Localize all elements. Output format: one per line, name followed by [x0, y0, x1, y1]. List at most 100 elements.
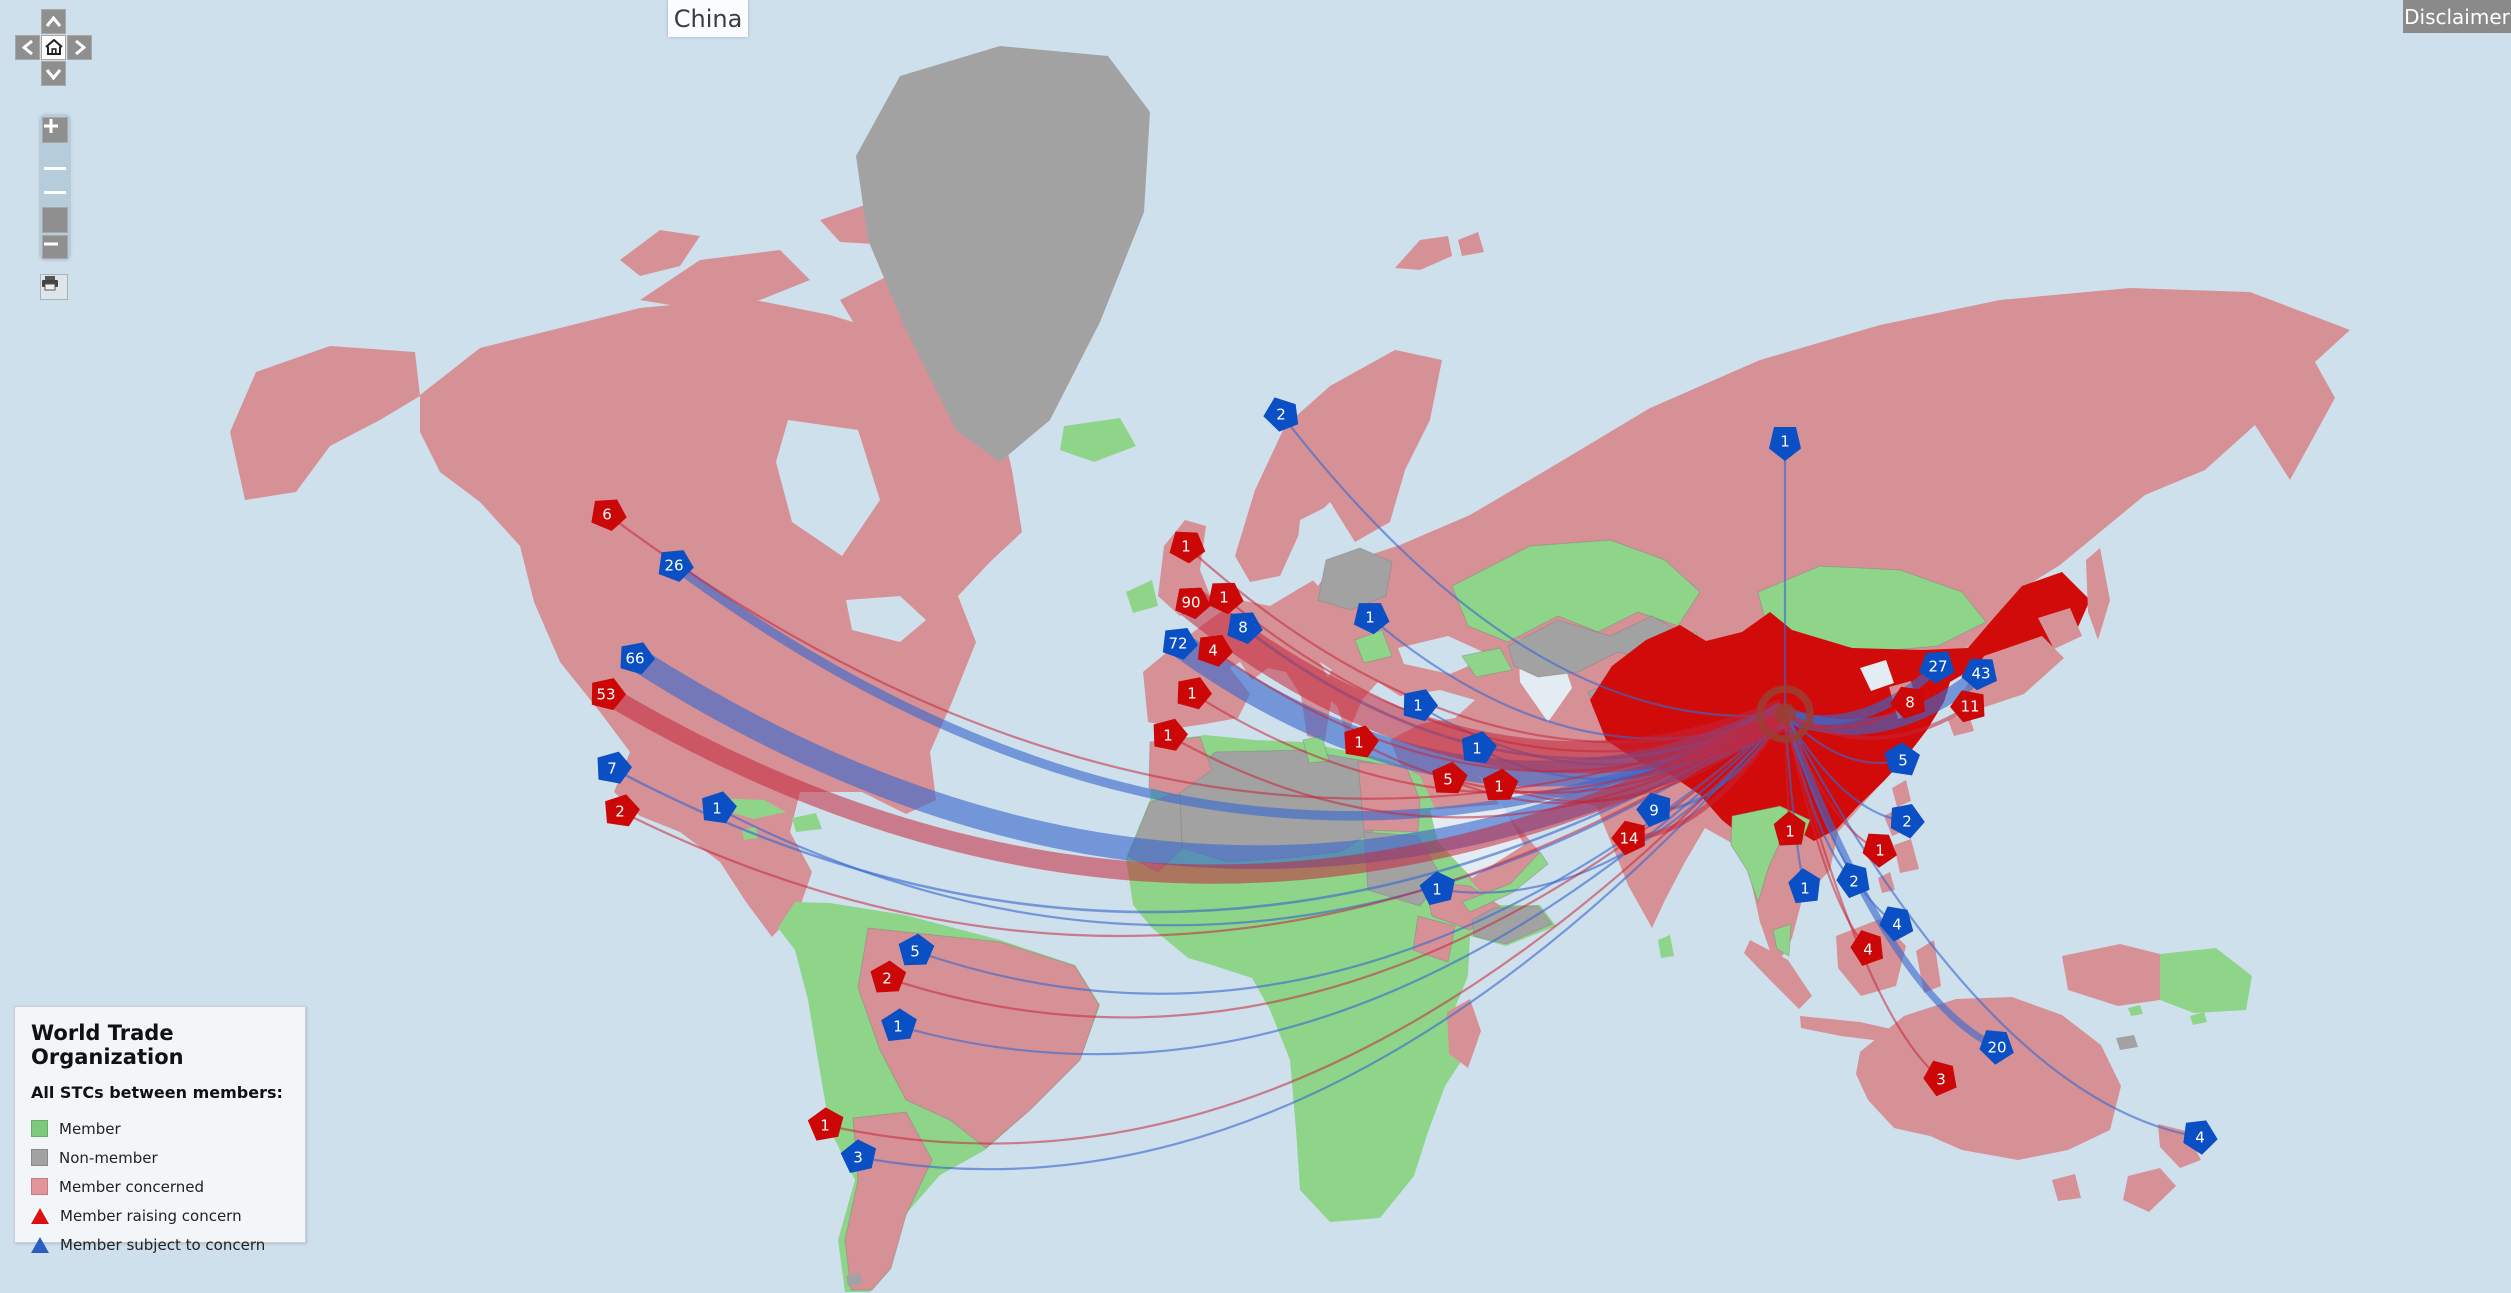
marker-pentagon-icon: [1611, 820, 1645, 856]
region-caucasus: [1461, 647, 1513, 678]
region-taiwan: [1892, 780, 1911, 807]
region-kazakhstan: [1451, 539, 1701, 643]
flow-line: [1358, 713, 1786, 794]
zoom-out-button[interactable]: [42, 235, 68, 259]
flow-line: [671, 561, 1787, 821]
marker-pentagon-icon: [1961, 658, 1997, 691]
marker-pentagon-icon: [1344, 725, 1379, 758]
marker-raising-concern[interactable]: 1: [1177, 677, 1212, 710]
marker-raising-concern[interactable]: 1: [1153, 718, 1188, 751]
region-svalbard: [1395, 236, 1452, 270]
home-button[interactable]: [41, 35, 66, 60]
marker-subject-to-concern[interactable]: 1: [1769, 427, 1801, 461]
marker-subject-to-concern[interactable]: 4: [2175, 1112, 2222, 1159]
marker-pentagon-icon: [658, 550, 694, 582]
flow-line: [1180, 589, 1792, 774]
marker-pentagon-icon: [1918, 651, 1955, 684]
legend-item-member-concerned: Member concerned: [31, 1172, 289, 1201]
printer-icon: [42, 276, 58, 291]
marker-pentagon-icon: [1950, 690, 1985, 723]
marker-pentagon-icon: [1923, 1060, 1957, 1097]
legend-item-member: Member: [31, 1114, 289, 1143]
marker-pentagon-icon: [1162, 627, 1198, 660]
pan-left-button[interactable]: [15, 35, 40, 60]
flow-line: [824, 713, 1786, 1145]
print-button[interactable]: [40, 274, 68, 300]
flow-line: [1212, 649, 1786, 773]
zoom-control: [37, 112, 73, 263]
marker-raising-concern[interactable]: 1: [806, 1102, 850, 1145]
marker-pentagon-icon: [1836, 862, 1870, 899]
region-iceland: [1060, 418, 1136, 462]
pan-down-button[interactable]: [41, 61, 66, 86]
island-new-caledonia: [2116, 1035, 2138, 1050]
marker-pentagon-icon: [1890, 686, 1925, 719]
marker-subject-to-concern[interactable]: 5: [897, 930, 938, 970]
legend-item-subject-to-concern: Member subject to concern: [31, 1230, 289, 1259]
target-center-dot: [1774, 703, 1796, 725]
hovered-country-label: China: [668, 0, 748, 37]
marker-pentagon-icon: [898, 933, 935, 966]
non-member-swatch: [31, 1149, 48, 1166]
marker-pentagon-icon: [870, 960, 907, 993]
region-japan-hokkaido: [2038, 608, 2082, 649]
marker-pentagon-icon: [620, 642, 655, 675]
region-sumatra: [1744, 940, 1812, 1009]
region-north-korea: [1860, 660, 1894, 691]
region-nz-south: [2123, 1168, 2176, 1212]
flow-line: [897, 713, 1786, 1056]
marker-pentagon-icon: [1175, 587, 1211, 620]
region-scandinavia: [1235, 350, 1442, 582]
marker-raising-concern[interactable]: 1: [1773, 810, 1806, 846]
disclaimer-button[interactable]: Disclaimer: [2403, 0, 2511, 33]
hudson-bay: [776, 420, 880, 556]
region-malaysia: [1772, 923, 1792, 957]
flow-line: [1781, 712, 1999, 1051]
marker-subject-to-concern[interactable]: 1: [879, 1004, 922, 1045]
target-outer-ring: [1756, 685, 1814, 743]
marker-pentagon-icon: [1153, 718, 1188, 751]
marker-pentagon-icon: [807, 1107, 844, 1141]
marker-pentagon-icon: [1788, 868, 1821, 904]
region-madagascar: [1447, 999, 1481, 1068]
marker-raising-concern[interactable]: 2: [605, 793, 642, 828]
marker-subject-to-concern[interactable]: 1: [702, 790, 739, 825]
marker-subject-to-concern[interactable]: 2: [1261, 393, 1307, 438]
flow-line: [601, 685, 1790, 884]
marker-pentagon-icon: [1177, 677, 1212, 710]
marker-subject-to-concern[interactable]: 3: [838, 1134, 882, 1178]
pan-up-button[interactable]: [41, 9, 66, 34]
region-arctic-islands: [620, 230, 700, 276]
marker-pentagon-icon: [1461, 731, 1497, 764]
marker-subject-to-concern[interactable]: 1: [1787, 866, 1823, 904]
region-svalbard: [1458, 232, 1484, 256]
marker-pentagon-icon: [1482, 768, 1519, 801]
member-concerned-swatch: [31, 1178, 48, 1195]
region-new-guinea-east: [2160, 948, 2252, 1013]
zoom-slider-handle[interactable]: [42, 207, 68, 233]
island-falklands: [846, 1273, 862, 1286]
zoom-in-button[interactable]: [42, 117, 68, 143]
marker-subject-to-concern[interactable]: 1: [1403, 689, 1439, 722]
flow-line: [606, 513, 1786, 800]
marker-pentagon-icon: [1773, 811, 1806, 846]
marker-pentagon-icon: [1890, 804, 1925, 839]
marker-pentagon-icon: [591, 678, 626, 711]
legend-title: World Trade Organization: [31, 1021, 184, 1069]
marker-pentagon-icon: [1879, 906, 1914, 942]
marker-subject-to-concern[interactable]: 5: [1879, 738, 1922, 780]
region-nz-north: [2158, 1124, 2201, 1168]
pan-right-button[interactable]: [67, 35, 92, 60]
marker-raising-concern[interactable]: 3: [1918, 1054, 1961, 1098]
marker-pentagon-icon: [2183, 1120, 2218, 1155]
marker-subject-to-concern[interactable]: 20: [1973, 1022, 2018, 1068]
region-arctic-islands: [640, 250, 810, 310]
marker-pentagon-icon: [881, 1008, 917, 1042]
marker-subject-to-concern[interactable]: 7: [597, 751, 632, 785]
flow-line: [1784, 700, 1911, 729]
marker-pentagon-icon: [1419, 871, 1455, 906]
marker-pentagon-icon: [605, 794, 640, 827]
marker-pentagon-icon: [1197, 634, 1233, 667]
